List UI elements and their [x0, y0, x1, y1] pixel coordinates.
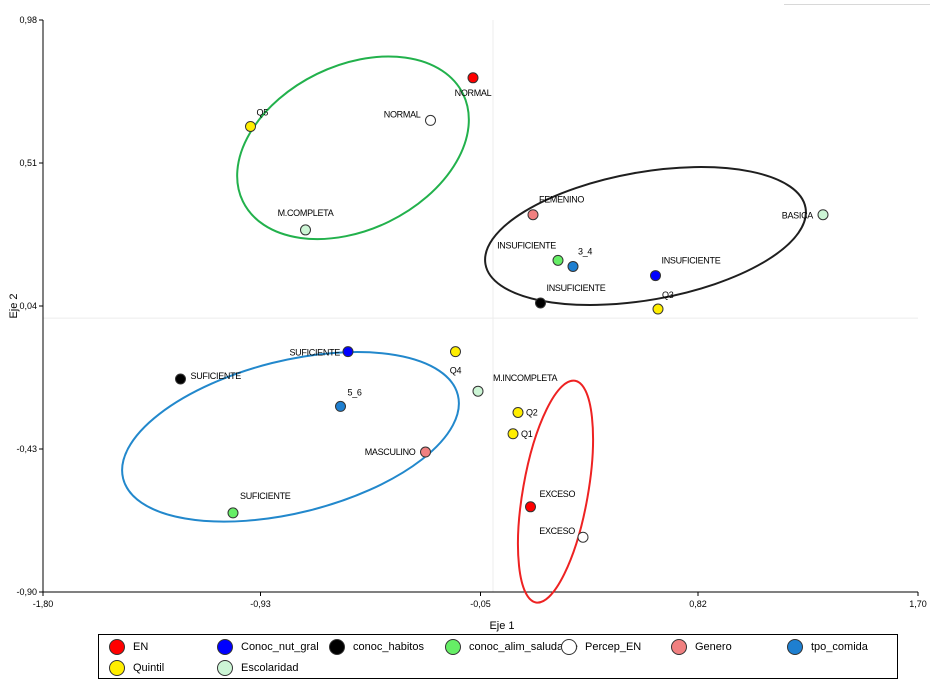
legend-label: conoc_alim_saludable	[469, 641, 578, 653]
data-point	[245, 120, 256, 132]
x-tick-label: -0,93	[250, 599, 271, 609]
y-tick-label: 0,04	[19, 301, 37, 311]
corner-frame	[784, 0, 930, 5]
point-label: Q5	[257, 107, 269, 117]
y-axis-label: Eje 2	[8, 293, 20, 318]
x-tick-label: 1,70	[909, 599, 927, 609]
axes: -1,80 -0,93 -0,05 0,82 1,70 0,98 0,51 0,04 -0,43…	[16, 15, 926, 609]
data-point	[817, 209, 829, 221]
point-label: SUFICIENTE	[289, 348, 340, 358]
legend-label: Quintil	[133, 662, 165, 674]
cluster-ellipse	[516, 379, 595, 604]
data-point	[507, 428, 519, 440]
legend-item: Percep_EN	[561, 638, 641, 656]
point-label: Q2	[526, 407, 538, 417]
x-tick-label: -0,05	[470, 599, 491, 609]
data-point	[227, 507, 239, 519]
point-label: BASICA	[782, 211, 814, 221]
point-label: SUFICIENTE	[191, 371, 242, 381]
legend-swatch	[787, 639, 803, 655]
point-label: 3_4	[578, 246, 592, 256]
data-point	[175, 373, 186, 385]
legend-swatch	[109, 660, 125, 676]
data-point	[652, 303, 664, 315]
cluster-ellipse	[121, 351, 460, 523]
point-label: INSUFICIENTE	[662, 256, 721, 266]
legend-item: Genero	[671, 638, 732, 656]
x-axis-label: Eje 1	[489, 620, 514, 632]
point-label: SUFICIENTE	[240, 491, 291, 501]
legend-label: conoc_habitos	[353, 641, 424, 653]
y-tick-label: -0,90	[16, 587, 37, 597]
data-point	[567, 260, 579, 272]
data-point	[335, 400, 346, 412]
data-point	[535, 297, 546, 309]
data-point	[525, 501, 536, 513]
legend-label: EN	[133, 641, 149, 653]
point-label: M.COMPLETA	[278, 208, 334, 218]
data-point	[425, 114, 436, 126]
cluster-ellipses	[121, 55, 807, 604]
legend-item: conoc_alim_saludable	[445, 638, 578, 656]
point-label: 5_6	[348, 387, 362, 397]
data-point	[300, 224, 311, 236]
point-label: INSUFICIENTE	[547, 283, 606, 293]
legend: EN Conoc_nut_gral conoc_habitos conoc_alim_…	[98, 634, 898, 679]
legend-label: Percep_EN	[585, 641, 642, 653]
legend-item: Quintil	[109, 659, 164, 677]
point-label: Q3	[662, 290, 674, 300]
legend-swatch	[217, 660, 233, 676]
data-point	[512, 406, 524, 418]
x-tick-label: 0,82	[689, 599, 707, 609]
data-point	[342, 346, 354, 358]
legend-swatch	[445, 639, 461, 655]
point-label: EXCESO	[540, 489, 576, 499]
point-label: M.INCOMPLETA	[493, 373, 558, 383]
data-point	[552, 254, 564, 266]
origin-reference-lines	[43, 20, 918, 592]
legend-item: EN	[109, 638, 148, 656]
point-label: NORMAL	[455, 88, 492, 98]
legend-label: tpo_comida	[811, 641, 868, 653]
data-point	[650, 270, 661, 282]
cluster-ellipse	[484, 166, 807, 306]
x-tick-label: -1,80	[33, 599, 54, 609]
data-point	[472, 385, 484, 397]
data-point	[467, 72, 479, 84]
legend-swatch	[217, 639, 233, 655]
cluster-ellipse	[236, 55, 470, 241]
point-label: MASCULINO	[365, 447, 416, 457]
data-point	[527, 209, 539, 221]
legend-swatch	[561, 639, 577, 655]
data-point	[577, 531, 589, 543]
point-label: NORMAL	[384, 109, 421, 119]
point-label: FEMENINO	[539, 195, 584, 205]
legend-swatch	[671, 639, 687, 655]
legend-label: Genero	[695, 641, 732, 653]
data-points: NORMAL NORMAL Q5 M.COMPLETA FEMENINO BASICA IN…	[175, 72, 829, 543]
data-point	[420, 446, 431, 458]
point-label: Q4	[450, 366, 462, 376]
legend-item: conoc_habitos	[329, 638, 424, 656]
legend-item: Conoc_nut_gral	[217, 638, 319, 656]
point-label: Q1	[521, 429, 533, 439]
legend-item: Escolaridad	[217, 659, 298, 677]
legend-swatch	[329, 639, 345, 655]
data-point	[450, 346, 461, 358]
legend-swatch	[109, 639, 125, 655]
y-tick-label: 0,98	[19, 15, 37, 25]
point-label: EXCESO	[539, 526, 575, 536]
y-tick-label: 0,51	[19, 158, 37, 168]
point-label: INSUFICIENTE	[497, 240, 556, 250]
legend-item: tpo_comida	[787, 638, 868, 656]
y-tick-label: -0,43	[16, 444, 37, 454]
legend-label: Escolaridad	[241, 662, 299, 674]
legend-label: Conoc_nut_gral	[241, 641, 319, 653]
